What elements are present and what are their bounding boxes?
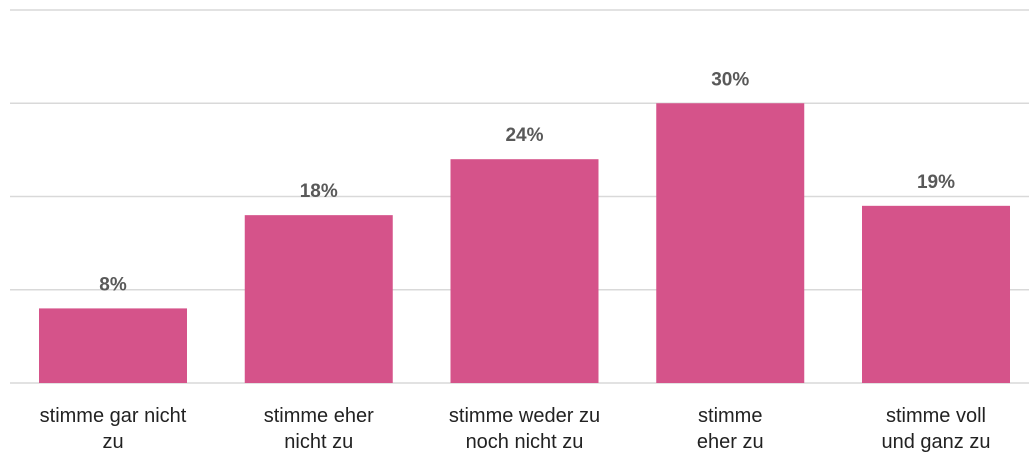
- value-label: 24%: [505, 125, 543, 146]
- value-label: 8%: [99, 274, 127, 295]
- x-tick-label: stimme weder zu noch nicht zu: [448, 405, 601, 453]
- bar: [244, 215, 393, 383]
- value-label: 30%: [711, 69, 749, 90]
- bar: [450, 159, 599, 383]
- value-label: 19%: [917, 172, 955, 193]
- bar: [39, 308, 187, 383]
- x-tick-label: stimme voll und ganz zu: [881, 405, 991, 453]
- bar: [862, 205, 1010, 383]
- x-tick-label: stimme eher zu: [696, 405, 764, 453]
- x-tick-label: stimme eher nicht zu: [263, 405, 374, 453]
- value-label: 18%: [300, 181, 338, 202]
- x-tick-label: stimme gar nicht zu: [39, 405, 187, 453]
- bar: [656, 103, 805, 383]
